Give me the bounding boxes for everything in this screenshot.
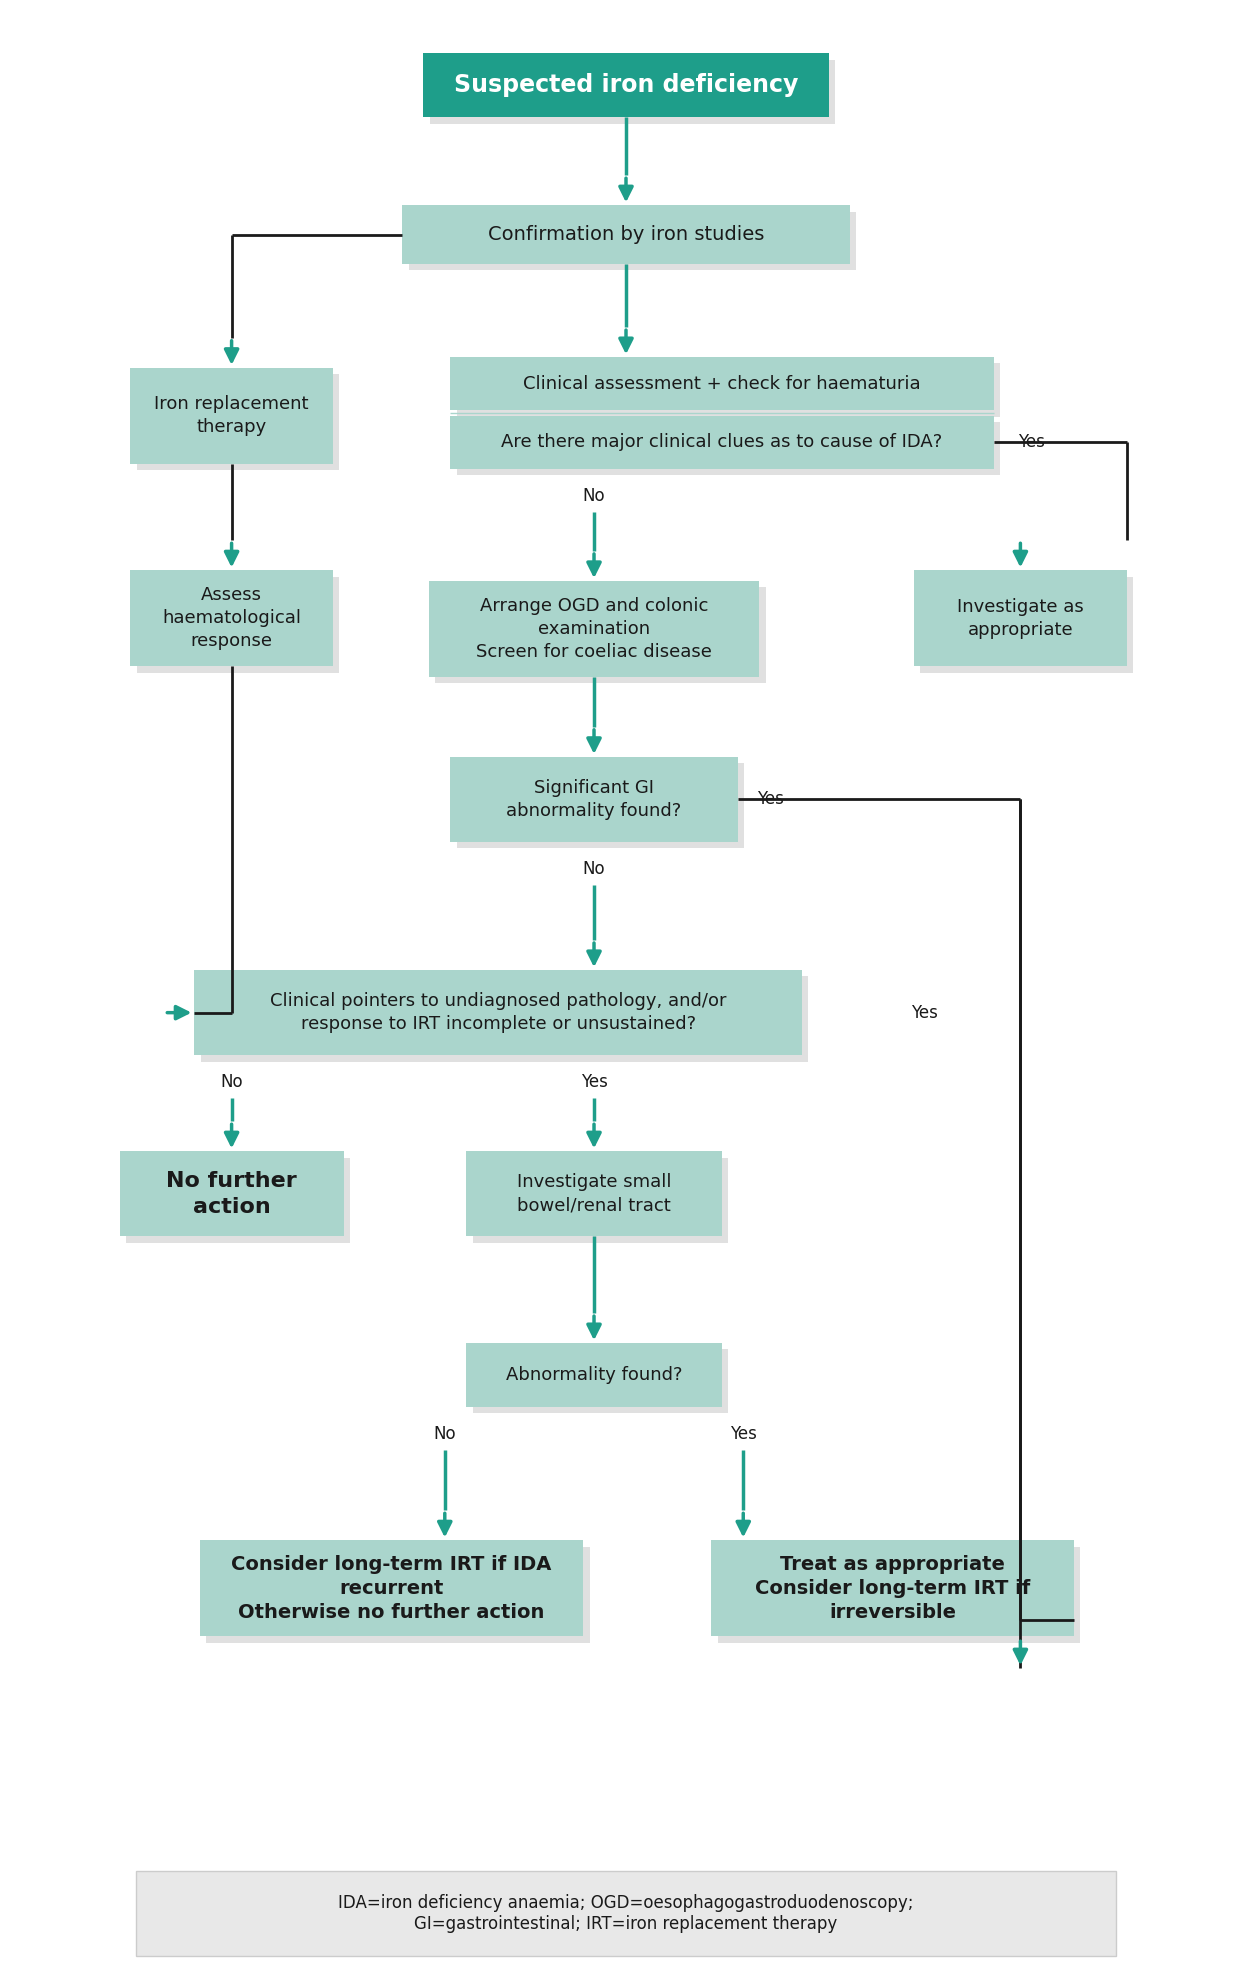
- FancyBboxPatch shape: [914, 570, 1127, 667]
- FancyBboxPatch shape: [199, 1540, 583, 1637]
- FancyBboxPatch shape: [135, 1871, 1117, 1956]
- FancyBboxPatch shape: [451, 416, 994, 469]
- FancyBboxPatch shape: [466, 1343, 722, 1408]
- Text: Arrange OGD and colonic
examination
Screen for coeliac disease: Arrange OGD and colonic examination Scre…: [476, 598, 712, 661]
- Text: No further
action: No further action: [167, 1171, 297, 1217]
- FancyBboxPatch shape: [130, 367, 333, 463]
- FancyBboxPatch shape: [466, 1152, 722, 1236]
- Text: Yes: Yes: [1018, 434, 1044, 452]
- FancyBboxPatch shape: [717, 1546, 1080, 1643]
- Text: Yes: Yes: [730, 1424, 756, 1444]
- FancyBboxPatch shape: [451, 357, 994, 410]
- FancyBboxPatch shape: [429, 59, 835, 124]
- Text: Are there major clinical clues as to cause of IDA?: Are there major clinical clues as to cau…: [501, 434, 943, 452]
- FancyBboxPatch shape: [472, 1349, 729, 1414]
- FancyBboxPatch shape: [423, 53, 829, 116]
- Text: Consider long-term IRT if IDA
recurrent
Otherwise no further action: Consider long-term IRT if IDA recurrent …: [232, 1554, 552, 1623]
- Text: Significant GI
abnormality found?: Significant GI abnormality found?: [506, 779, 681, 820]
- FancyBboxPatch shape: [920, 576, 1133, 672]
- Text: No: No: [433, 1424, 456, 1444]
- Text: Assess
haematological
response: Assess haematological response: [162, 586, 300, 651]
- Text: IDA=iron deficiency anaemia; OGD=oesophagogastroduodenoscopy;
GI=gastrointestina: IDA=iron deficiency anaemia; OGD=oesopha…: [338, 1893, 914, 1933]
- FancyBboxPatch shape: [194, 970, 801, 1055]
- FancyBboxPatch shape: [402, 205, 850, 264]
- Text: Confirmation by iron studies: Confirmation by iron studies: [488, 225, 764, 245]
- Text: Suspected iron deficiency: Suspected iron deficiency: [453, 73, 799, 97]
- Text: Treat as appropriate
Consider long-term IRT if
irreversible: Treat as appropriate Consider long-term …: [755, 1554, 1030, 1623]
- Text: No: No: [220, 1073, 243, 1091]
- FancyBboxPatch shape: [457, 363, 1000, 416]
- FancyBboxPatch shape: [711, 1540, 1074, 1637]
- Text: Investigate as
appropriate: Investigate as appropriate: [957, 598, 1084, 639]
- FancyBboxPatch shape: [120, 1152, 343, 1236]
- Text: Abnormality found?: Abnormality found?: [506, 1367, 682, 1384]
- FancyBboxPatch shape: [126, 1158, 349, 1242]
- FancyBboxPatch shape: [457, 422, 1000, 475]
- FancyBboxPatch shape: [436, 588, 766, 682]
- FancyBboxPatch shape: [207, 1546, 590, 1643]
- Text: Yes: Yes: [757, 791, 784, 809]
- Text: No: No: [582, 487, 605, 505]
- FancyBboxPatch shape: [457, 763, 745, 848]
- FancyBboxPatch shape: [472, 1158, 729, 1242]
- FancyBboxPatch shape: [136, 375, 339, 469]
- FancyBboxPatch shape: [200, 976, 809, 1061]
- Text: Yes: Yes: [581, 1073, 607, 1091]
- Text: Investigate small
bowel/renal tract: Investigate small bowel/renal tract: [517, 1173, 671, 1215]
- FancyBboxPatch shape: [136, 576, 339, 672]
- FancyBboxPatch shape: [428, 582, 759, 676]
- Text: Clinical pointers to undiagnosed pathology, and/or
response to IRT incomplete or: Clinical pointers to undiagnosed patholo…: [270, 992, 726, 1033]
- Text: Clinical assessment + check for haematuria: Clinical assessment + check for haematur…: [523, 375, 920, 392]
- Text: No: No: [582, 860, 605, 878]
- FancyBboxPatch shape: [408, 211, 856, 270]
- FancyBboxPatch shape: [451, 757, 737, 842]
- Text: Iron replacement
therapy: Iron replacement therapy: [154, 394, 309, 436]
- FancyBboxPatch shape: [130, 570, 333, 667]
- Text: Yes: Yes: [911, 1004, 938, 1021]
